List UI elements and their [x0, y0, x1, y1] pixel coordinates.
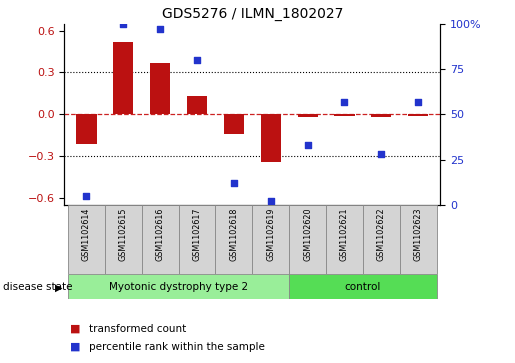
Bar	[371, 114, 391, 117]
Point	[230, 180, 238, 186]
Text: ■: ■	[70, 323, 80, 334]
Point	[119, 21, 128, 26]
Bar	[142, 205, 179, 274]
Text: GSM1102616: GSM1102616	[156, 208, 165, 261]
Text: GSM1102615: GSM1102615	[119, 208, 128, 261]
Text: ▶: ▶	[55, 282, 63, 293]
Text: GSM1102620: GSM1102620	[303, 208, 312, 261]
Text: transformed count: transformed count	[89, 323, 186, 334]
Point	[414, 99, 422, 105]
Point	[193, 57, 201, 63]
Text: percentile rank within the sample: percentile rank within the sample	[89, 342, 265, 352]
Point	[340, 99, 349, 105]
Point	[82, 193, 91, 199]
Bar	[224, 114, 244, 134]
Bar	[289, 274, 437, 299]
Text: GSM1102614: GSM1102614	[82, 208, 91, 261]
Text: disease state: disease state	[3, 282, 72, 293]
Bar	[400, 205, 437, 274]
Bar	[150, 63, 170, 114]
Text: GSM1102623: GSM1102623	[414, 208, 423, 261]
Bar	[363, 205, 400, 274]
Text: ■: ■	[70, 342, 80, 352]
Bar	[252, 205, 289, 274]
Text: GSM1102621: GSM1102621	[340, 208, 349, 261]
Bar	[215, 205, 252, 274]
Bar	[408, 114, 428, 116]
Text: GSM1102619: GSM1102619	[266, 208, 276, 261]
Bar	[187, 96, 207, 114]
Bar	[334, 114, 355, 116]
Text: GSM1102618: GSM1102618	[229, 208, 238, 261]
Point	[267, 199, 275, 204]
Point	[377, 151, 385, 157]
Point	[156, 26, 164, 32]
Bar	[68, 274, 289, 299]
Text: control: control	[345, 282, 381, 292]
Text: GSM1102622: GSM1102622	[377, 208, 386, 261]
Bar	[179, 205, 215, 274]
Bar	[326, 205, 363, 274]
Text: Myotonic dystrophy type 2: Myotonic dystrophy type 2	[109, 282, 248, 292]
Bar	[289, 205, 326, 274]
Bar	[261, 114, 281, 162]
Bar	[113, 42, 133, 114]
Text: GSM1102617: GSM1102617	[193, 208, 201, 261]
Bar	[76, 114, 97, 144]
Bar	[105, 205, 142, 274]
Point	[303, 142, 312, 148]
Bar	[68, 205, 105, 274]
Bar	[298, 114, 318, 117]
Title: GDS5276 / ILMN_1802027: GDS5276 / ILMN_1802027	[162, 7, 343, 21]
